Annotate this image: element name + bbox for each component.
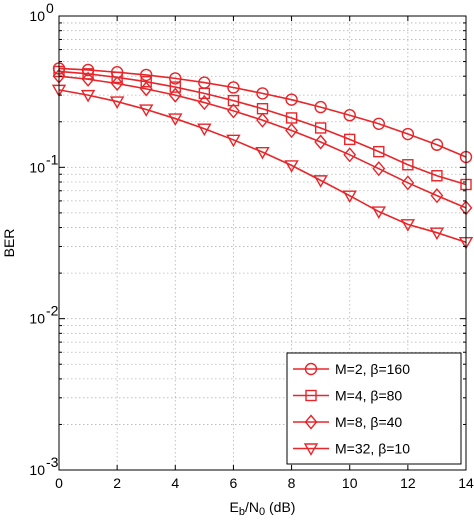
plot-frame <box>58 15 467 471</box>
data-point <box>401 127 415 141</box>
legend-entry: M=8, β=40 <box>293 414 402 430</box>
data-point <box>198 87 211 100</box>
legend-marker <box>305 389 317 402</box>
series-3 <box>52 68 473 216</box>
y-tick-label: 10 <box>29 8 45 24</box>
x-tick-label: 10 <box>342 475 358 491</box>
x-axis-label: Eb/N0 (dB) <box>230 499 296 518</box>
x-tick-label: 4 <box>171 475 179 491</box>
data-point <box>285 93 298 106</box>
data-point <box>80 89 96 103</box>
data-point <box>168 113 183 126</box>
series-line <box>58 89 467 243</box>
data-point <box>140 68 153 82</box>
legend-marker <box>303 443 319 456</box>
data-point <box>197 123 212 137</box>
data-point <box>168 87 182 103</box>
y-tick-label-base: 10 <box>29 462 45 478</box>
data-point <box>169 81 181 93</box>
x-tick-label: 0 <box>55 475 63 491</box>
data-point <box>226 134 241 148</box>
data-point <box>430 188 444 204</box>
data-point <box>342 190 357 204</box>
series-line <box>58 70 467 186</box>
data-point <box>81 71 95 87</box>
data-point <box>431 170 443 182</box>
legend-marker <box>304 362 318 376</box>
data-point <box>285 122 298 139</box>
data-point <box>256 112 269 128</box>
legend-label: M=32, β=10 <box>335 441 410 457</box>
data-point <box>285 112 298 124</box>
data-point <box>284 160 299 173</box>
series-line <box>58 67 467 158</box>
y-tick-label: 10 <box>29 159 45 175</box>
legend-marker <box>304 414 318 430</box>
data-point <box>227 94 240 107</box>
data-point <box>314 100 327 114</box>
legend-entry: M=4, β=80 <box>293 388 402 404</box>
series-4 <box>51 84 474 250</box>
data-point <box>373 145 385 158</box>
x-tick-label: 6 <box>230 475 238 491</box>
data-point <box>343 109 356 122</box>
series-layer <box>51 62 474 250</box>
data-point <box>430 138 444 151</box>
y-tick-label: 10 <box>29 311 45 327</box>
data-point <box>197 94 211 111</box>
x-tick-label: 12 <box>400 475 416 491</box>
data-point <box>139 81 153 97</box>
series-line <box>58 75 467 209</box>
data-point <box>313 175 328 188</box>
data-point <box>402 159 414 171</box>
data-point <box>314 122 327 134</box>
data-point <box>139 104 154 117</box>
x-tick-label: 8 <box>288 475 296 491</box>
y-tick-label: 10 <box>29 462 45 478</box>
data-point <box>429 227 445 241</box>
x-axis-label-tail: (dB) <box>265 499 295 515</box>
data-point <box>401 175 415 191</box>
x-tick-label: 2 <box>113 475 121 491</box>
legend-entry: M=2, β=160 <box>293 361 410 377</box>
x-tick-label: 14 <box>458 475 474 491</box>
data-point <box>111 71 123 84</box>
y-tick-label-base: 10 <box>29 311 45 327</box>
data-point <box>343 147 357 163</box>
data-point <box>371 206 386 219</box>
axis-ticks <box>58 16 467 471</box>
data-point <box>314 134 328 150</box>
legend-entry: M=32, β=10 <box>293 441 410 457</box>
data-point <box>169 72 182 85</box>
data-point <box>400 219 416 232</box>
x-axis-label-sub1: b <box>239 506 245 518</box>
data-point <box>110 75 124 92</box>
y-axis-label: BER <box>1 229 17 258</box>
legend-label: M=4, β=80 <box>335 388 402 404</box>
data-point <box>255 146 270 160</box>
data-point <box>227 103 240 119</box>
y-tick-label-exponent: -1 <box>46 151 59 167</box>
series-1 <box>52 62 473 164</box>
y-tick-label-base: 10 <box>29 159 45 175</box>
y-tick-label-exponent: 0 <box>46 0 54 16</box>
data-point <box>344 133 356 146</box>
data-point <box>256 87 269 100</box>
data-point <box>227 81 240 94</box>
legend-label: M=2, β=160 <box>335 361 410 377</box>
x-axis-label-sub2: 0 <box>259 506 265 518</box>
y-tick-label-base: 10 <box>29 8 45 24</box>
data-point <box>109 96 125 109</box>
x-axis-label-main: E <box>230 499 239 515</box>
y-tick-label-exponent: -2 <box>46 303 59 319</box>
data-point <box>140 76 152 88</box>
data-point <box>372 117 385 130</box>
x-axis-label-mid: /N <box>245 499 259 515</box>
y-tick-label-exponent: -3 <box>46 454 59 470</box>
legend-label: M=8, β=40 <box>335 414 402 430</box>
legend: M=2, β=160 M=4, β=80 M=8, β=40 M=32, β=10 <box>286 352 462 465</box>
data-point <box>372 161 386 177</box>
